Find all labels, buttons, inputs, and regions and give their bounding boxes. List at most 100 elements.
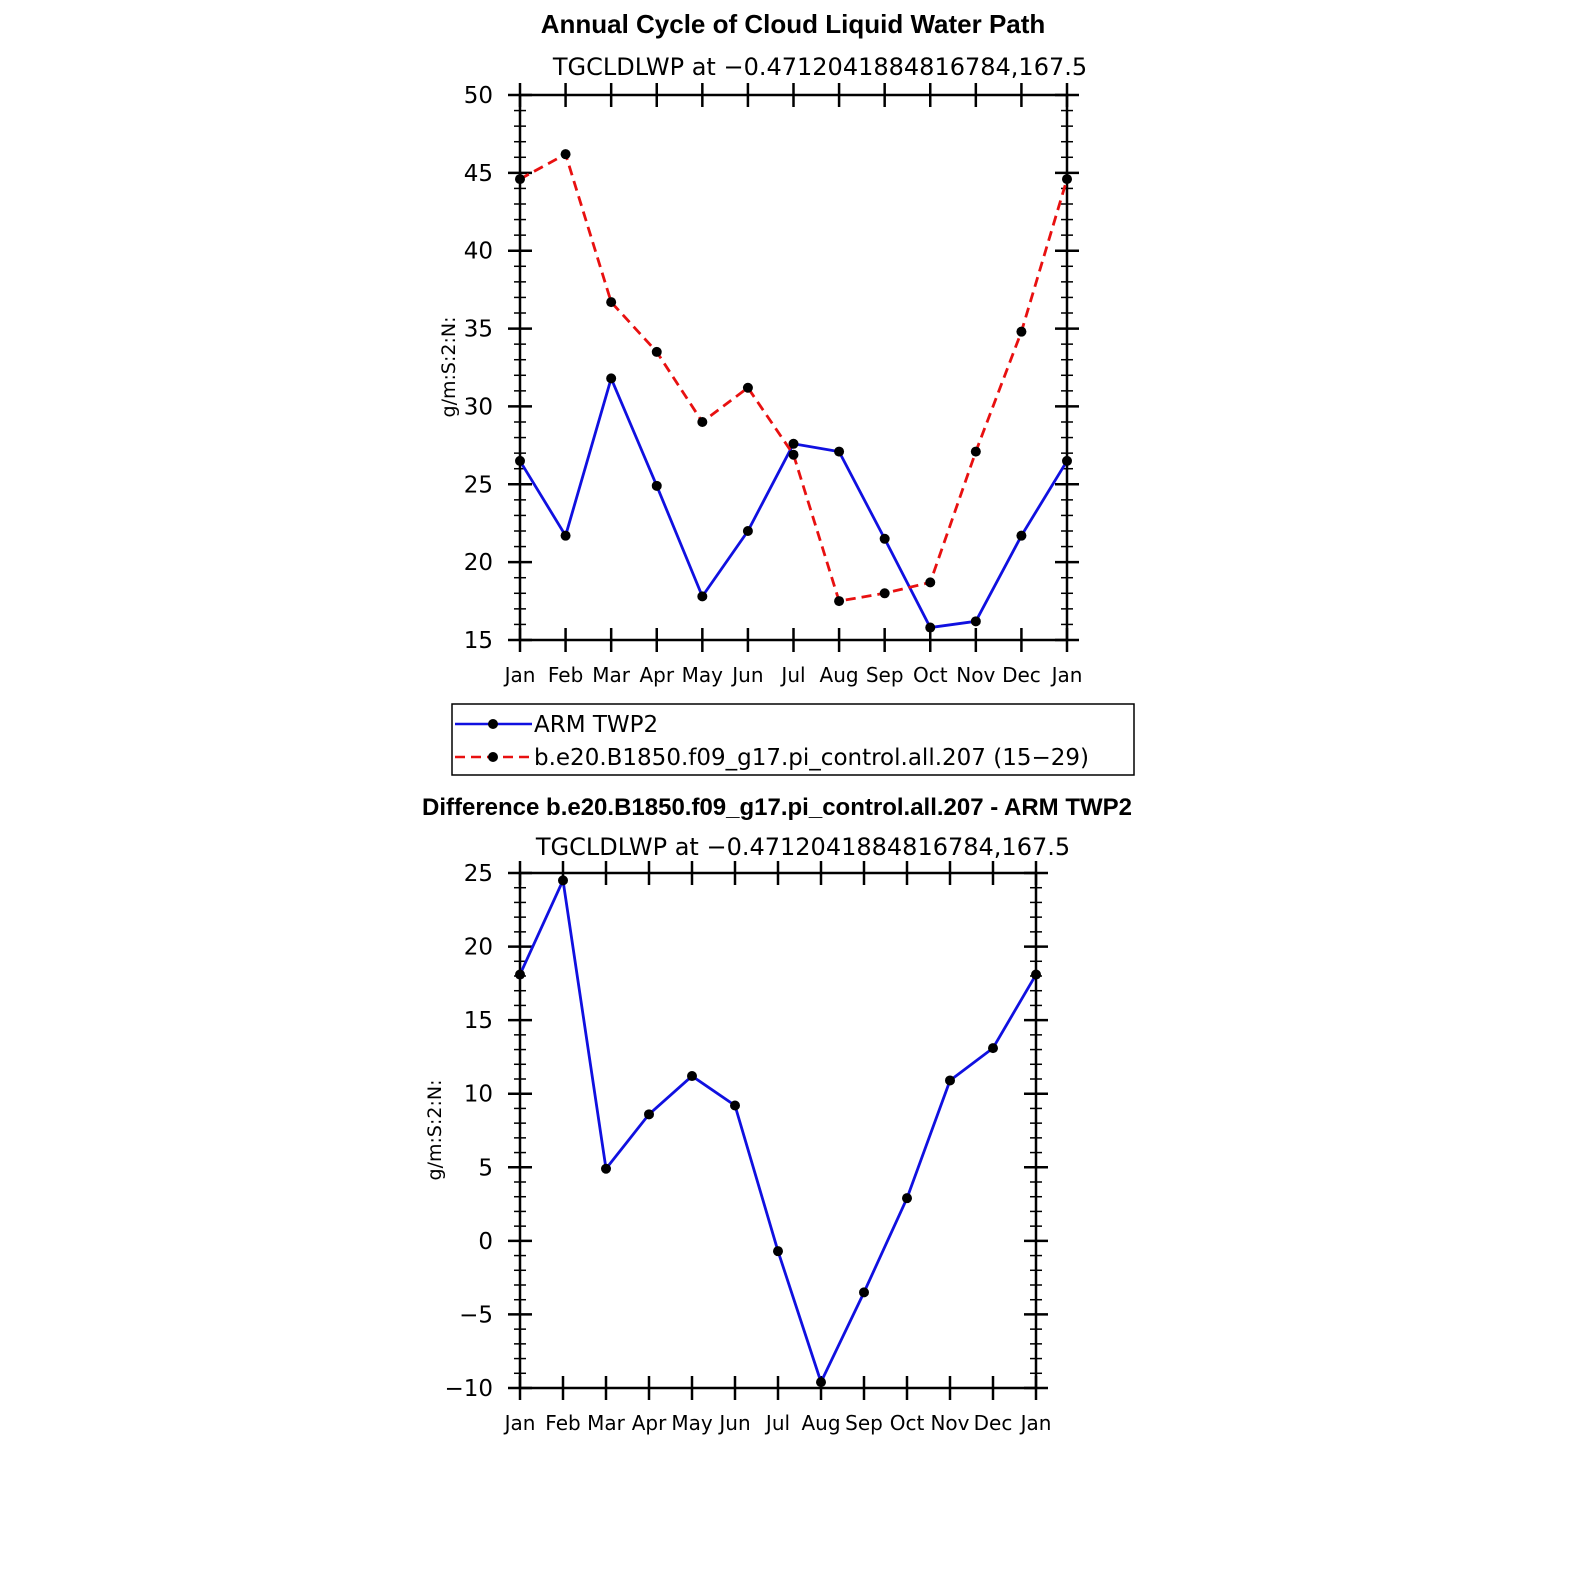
data-point — [902, 1193, 912, 1204]
data-point — [515, 174, 525, 185]
x-tick-label: Feb — [548, 663, 583, 687]
y-tick-label: 5 — [478, 1155, 493, 1181]
y-tick-label: 15 — [464, 1008, 493, 1034]
x-tick-label: Nov — [956, 663, 995, 687]
data-point — [651, 346, 662, 357]
y-axis-label: g/m:S:2:N: — [438, 317, 460, 418]
chart-title: Difference b.e20.B1850.f09_g17.pi_contro… — [422, 794, 1132, 821]
x-tick-label: Jul — [779, 663, 805, 687]
data-point — [925, 577, 936, 588]
x-tick-label: Apr — [632, 1411, 667, 1435]
x-tick-label: Dec — [1002, 663, 1041, 687]
data-point — [651, 480, 662, 491]
data-point — [558, 875, 568, 886]
x-tick-label: May — [671, 1411, 713, 1435]
data-point — [742, 382, 753, 393]
chart-subtitle: TGCLDLWP at −0.4712041884816784,167.5 — [535, 833, 1070, 861]
axis-ticks — [508, 861, 1048, 1400]
x-tick-label: Oct — [913, 663, 948, 687]
legend-marker-arm — [488, 719, 498, 729]
x-tick-label: Jan — [503, 663, 536, 687]
data-point — [988, 1043, 998, 1054]
data-point — [601, 1163, 611, 1174]
x-tick-label: Apr — [639, 663, 674, 687]
legend-label-model: b.e20.B1850.f09_g17.pi_control.all.207 (… — [534, 745, 1089, 771]
data-point — [697, 417, 708, 427]
y-tick-label: 10 — [464, 1082, 493, 1108]
data-series — [515, 149, 1072, 633]
x-tick-label: Feb — [545, 1411, 580, 1435]
data-point — [788, 449, 799, 460]
x-tick-label: Jan — [503, 1411, 536, 1435]
annual-cycle-panel: Annual Cycle of Cloud Liquid Water Path … — [438, 9, 1135, 776]
legend-marker-model — [488, 752, 498, 762]
x-tick-labels: Jan Feb Mar Apr May Jun Jul Aug Sep Oct Nov Dec Jan — [503, 1411, 1052, 1435]
x-tick-label: Sep — [845, 1411, 883, 1435]
data-point — [879, 588, 890, 599]
x-tick-label: Jun — [730, 663, 763, 687]
axis-ticks — [508, 83, 1079, 652]
y-tick-label: 0 — [478, 1229, 493, 1255]
x-tick-label: Oct — [890, 1411, 925, 1435]
x-tick-label: Jun — [717, 1411, 750, 1435]
data-point — [1016, 530, 1027, 541]
difference-panel: Difference b.e20.B1850.f09_g17.pi_contro… — [422, 794, 1132, 1435]
data-point — [970, 616, 981, 627]
x-tick-label: May — [682, 663, 724, 687]
x-tick-label: Aug — [801, 1411, 840, 1435]
legend: ARM TWP2 b.e20.B1850.f09_g17.pi_control.… — [451, 703, 1135, 776]
legend-label-arm: ARM TWP2 — [534, 712, 658, 738]
series-line-1 — [519, 152, 1069, 603]
chart-title: Annual Cycle of Cloud Liquid Water Path — [541, 9, 1046, 39]
x-tick-label: Dec — [974, 1411, 1013, 1435]
data-point — [730, 1100, 740, 1111]
data-point — [560, 149, 571, 160]
y-tick-label: 45 — [464, 161, 493, 187]
data-series — [515, 875, 1041, 1388]
y-tick-label: −10 — [444, 1376, 493, 1402]
y-tick-label: −5 — [459, 1302, 493, 1328]
y-tick-label: 25 — [464, 472, 493, 498]
data-point — [1062, 174, 1072, 185]
y-tick-labels: 15 20 25 30 35 40 45 50 — [464, 83, 493, 654]
data-point — [687, 1071, 697, 1082]
y-tick-label: 20 — [464, 935, 493, 961]
x-tick-label: Jul — [764, 1411, 790, 1435]
x-tick-label: Mar — [587, 1411, 626, 1435]
plot-frame — [518, 871, 1038, 1390]
plot-frame — [518, 93, 1069, 642]
data-point — [816, 1377, 826, 1388]
y-tick-label: 30 — [464, 394, 493, 420]
data-point — [606, 297, 617, 308]
y-tick-label: 25 — [464, 861, 493, 887]
x-tick-label: Aug — [820, 663, 859, 687]
x-tick-label: Nov — [930, 1411, 969, 1435]
data-point — [859, 1287, 869, 1298]
x-tick-labels: Jan Feb Mar Apr May Jun Jul Aug Sep Oct Nov Dec Jan — [503, 663, 1083, 687]
data-point — [788, 438, 799, 449]
legend-box — [451, 703, 1135, 776]
x-tick-label: Jan — [1019, 1411, 1052, 1435]
x-tick-label: Mar — [592, 663, 631, 687]
data-point — [515, 455, 525, 466]
y-tick-label: 40 — [464, 239, 493, 265]
data-point — [945, 1075, 955, 1086]
series-line-0 — [518, 374, 1069, 630]
data-point — [742, 526, 753, 536]
x-tick-label: Sep — [866, 663, 904, 687]
data-point — [560, 530, 571, 541]
y-tick-label: 15 — [464, 628, 493, 654]
y-tick-label: 20 — [464, 550, 493, 576]
data-point — [879, 533, 890, 544]
data-point — [1062, 455, 1072, 466]
data-point — [970, 446, 981, 457]
y-axis-label: g/m:S:2:N: — [424, 1080, 446, 1181]
data-point — [606, 373, 617, 384]
series-line-0 — [518, 875, 1038, 1386]
data-point — [834, 446, 845, 457]
chart-subtitle: TGCLDLWP at −0.4712041884816784,167.5 — [552, 53, 1087, 81]
data-point — [834, 596, 845, 607]
data-point — [1031, 969, 1041, 980]
data-point — [515, 969, 525, 980]
